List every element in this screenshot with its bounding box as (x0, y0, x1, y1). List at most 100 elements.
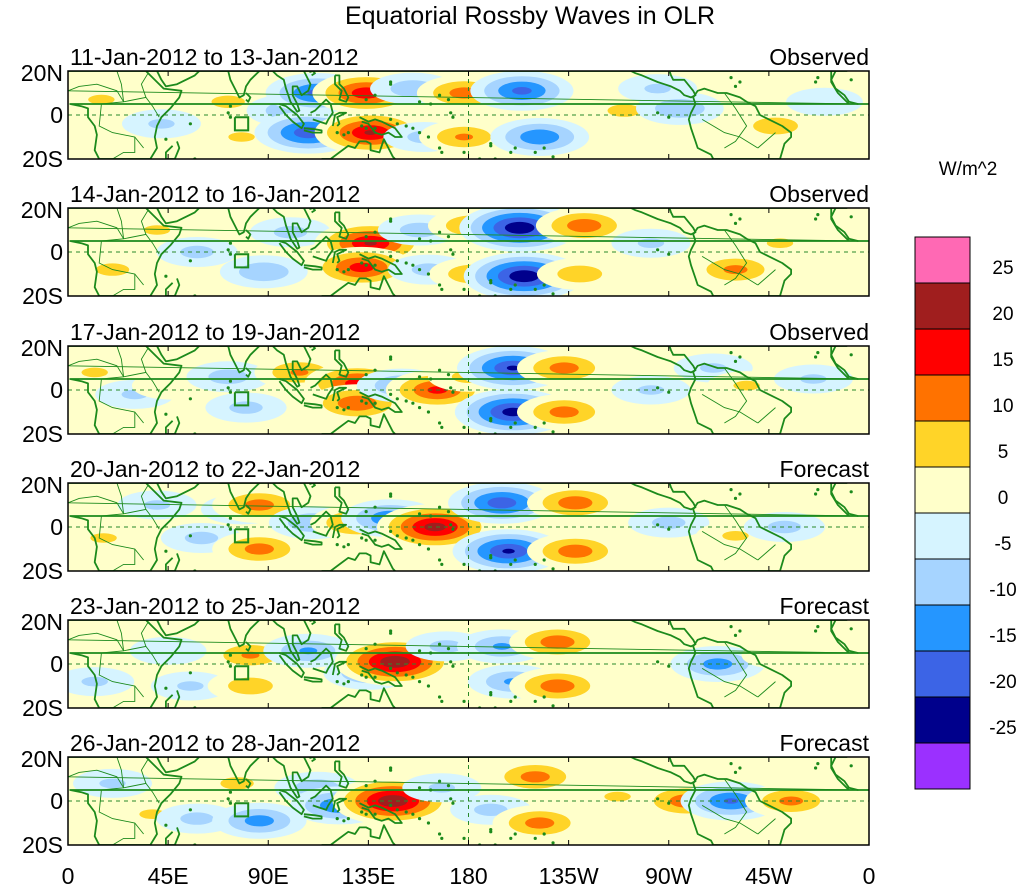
island (489, 144, 493, 148)
island (816, 762, 820, 766)
country-border (98, 240, 144, 286)
lat-label: 20S (22, 558, 63, 584)
island (417, 543, 422, 547)
country-border (116, 71, 125, 102)
island (373, 779, 377, 783)
island (440, 287, 444, 291)
island (226, 248, 230, 252)
anomaly-contour (424, 522, 446, 532)
colorbar-swatch (914, 650, 971, 698)
anomaly-contour (99, 778, 126, 789)
anomaly-contour (364, 240, 377, 246)
island (188, 122, 192, 126)
island (462, 699, 466, 704)
panel-kind: Forecast (780, 730, 870, 756)
island (228, 390, 233, 394)
anomaly-contour (540, 635, 575, 649)
coastline (630, 757, 697, 785)
island (417, 375, 422, 379)
island (228, 790, 233, 794)
island (738, 766, 742, 770)
coastline (359, 253, 403, 275)
island (437, 695, 442, 699)
anomaly-contour (428, 783, 455, 793)
anomaly-contour (506, 365, 520, 371)
island (373, 505, 377, 509)
coastline (359, 528, 403, 550)
island (446, 98, 451, 102)
coastline (359, 391, 403, 413)
island (228, 801, 233, 805)
island (389, 492, 393, 496)
island (849, 215, 853, 219)
coastline (359, 116, 403, 138)
island (188, 259, 192, 263)
coastline (245, 229, 252, 240)
island (335, 680, 339, 684)
country-border (116, 483, 125, 514)
island (513, 146, 517, 150)
island (389, 766, 393, 770)
island (738, 217, 742, 221)
island (849, 78, 853, 82)
island (437, 283, 442, 287)
country-border (90, 645, 160, 667)
country-border (757, 681, 776, 698)
island (389, 666, 393, 671)
island (513, 283, 517, 287)
panel-kind: Forecast (780, 593, 870, 619)
island (411, 538, 415, 542)
anomaly-contour (143, 500, 171, 510)
island (417, 237, 422, 241)
island (335, 817, 339, 821)
anomaly-contour (520, 771, 550, 783)
island (373, 675, 377, 679)
anomaly-contour (474, 803, 508, 816)
anomaly-contour (509, 270, 539, 283)
island (395, 259, 399, 263)
island (417, 131, 422, 135)
lat-label: 0 (50, 239, 63, 265)
island (509, 699, 513, 704)
country-border (701, 805, 759, 835)
island (738, 80, 742, 84)
coastline (630, 71, 697, 99)
coastline (303, 813, 323, 820)
island (228, 653, 233, 657)
colorbar-label: 15 (992, 350, 1013, 371)
country-border (112, 412, 136, 434)
anomaly-contour (525, 817, 555, 829)
panel-date-range: 26-Jan-2012 to 28-Jan-2012 (70, 730, 360, 756)
longitude-axis: 0 45E 90E 135E 180 135W 90W 45W 0 (62, 863, 876, 889)
anomaly-contour (596, 641, 674, 670)
coastline (359, 665, 403, 687)
country-border (98, 789, 144, 835)
island (417, 406, 422, 410)
anomaly-contour (644, 83, 671, 94)
island (729, 351, 733, 355)
coastline (272, 208, 312, 250)
country-border (724, 641, 748, 698)
country-border (757, 269, 776, 286)
panel-kind: Observed (769, 44, 869, 70)
island (360, 261, 364, 265)
anomaly-contour (88, 94, 115, 105)
region-box (233, 116, 250, 132)
coastline (164, 553, 181, 571)
island (816, 488, 820, 492)
lat-label: 20N (21, 609, 63, 635)
island (389, 82, 393, 86)
lat-label: 20N (21, 197, 63, 223)
island (346, 268, 350, 272)
anomaly-contour (180, 812, 214, 825)
country-border (68, 769, 858, 791)
panel-map-area (68, 71, 869, 159)
island (814, 629, 818, 633)
lat-label: 20S (22, 146, 63, 172)
island (335, 131, 339, 135)
country-border (140, 621, 149, 647)
island (228, 379, 233, 383)
coastline (687, 87, 792, 159)
coastline (278, 378, 305, 405)
coastline (331, 386, 348, 402)
